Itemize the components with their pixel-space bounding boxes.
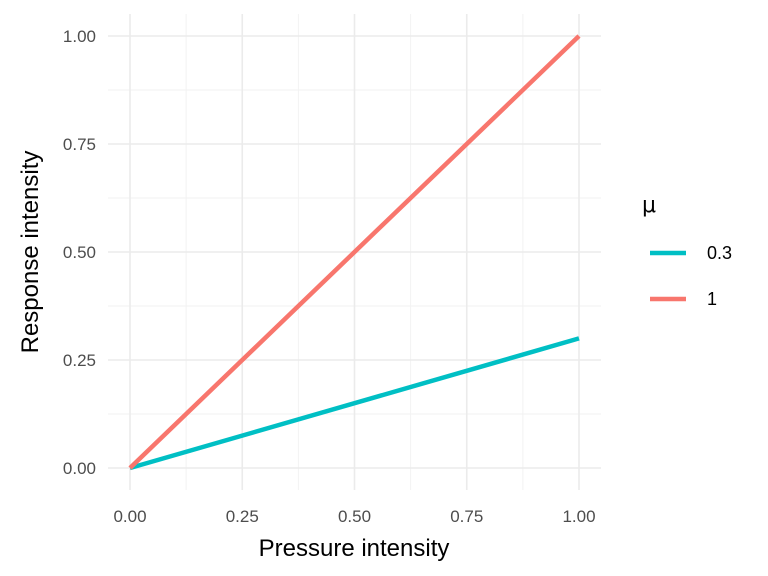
legend: μ 0.3 1	[642, 193, 732, 309]
legend-label-1: 1	[707, 289, 717, 309]
x-axis-tick-labels: 0.00 0.25 0.50 0.75 1.00	[113, 507, 595, 526]
series-line-1	[128, 34, 581, 470]
x-tick-label: 0.00	[113, 507, 146, 526]
legend-label-0.3: 0.3	[707, 243, 732, 263]
series-lines	[128, 34, 581, 471]
y-tick-label: 1.00	[63, 27, 96, 46]
x-tick-label: 0.25	[226, 507, 259, 526]
legend-title: μ	[642, 193, 656, 218]
x-tick-label: 1.00	[562, 507, 595, 526]
y-tick-label: 0.25	[63, 351, 96, 370]
series-line-0.3	[129, 336, 580, 471]
x-axis-title: Pressure intensity	[259, 535, 450, 562]
y-tick-label: 0.00	[63, 459, 96, 478]
y-axis-tick-labels: 0.00 0.25 0.50 0.75 1.00	[63, 27, 96, 478]
y-tick-label: 0.75	[63, 135, 96, 154]
major-gridlines	[108, 14, 601, 490]
x-tick-label: 0.75	[450, 507, 483, 526]
x-tick-label: 0.50	[338, 507, 371, 526]
y-tick-label: 0.50	[63, 243, 96, 262]
y-axis-title: Response intensity	[17, 151, 44, 354]
